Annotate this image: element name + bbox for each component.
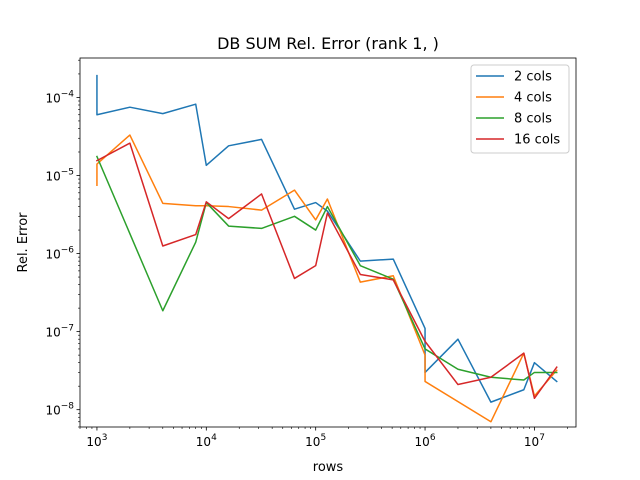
x-axis-label: rows: [313, 460, 344, 475]
series-line-0: [96, 74, 558, 403]
y-tick-label: 10−8: [45, 402, 74, 418]
x-tick-label: 106: [415, 433, 436, 449]
y-tick-label: 10−5: [45, 167, 74, 183]
y-axis-ticks: 10−8 10−7 10−6 10−5 10−4: [45, 59, 80, 428]
series-line-2: [95, 155, 558, 381]
y-axis-label: Rel. Error: [16, 212, 31, 273]
y-tick-label: 10−4: [45, 89, 74, 105]
plot-frame: [79, 57, 577, 428]
chart-title: DB SUM Rel. Error (rank 1, ): [217, 34, 439, 53]
series-line-1: [96, 134, 558, 423]
y-tick-label: 10−7: [45, 324, 74, 340]
series-line-3: [95, 142, 558, 400]
x-tick-label: 107: [524, 433, 545, 449]
legend-label-1: 4 cols: [514, 91, 552, 106]
x-tick-label: 104: [196, 433, 217, 449]
x-tick-label: 103: [86, 433, 107, 449]
legend-label-0: 2 cols: [514, 70, 552, 85]
x-axis-ticks: 103 104 105 106 107: [79, 427, 568, 449]
legend: 2 cols 4 cols 8 cols 16 cols: [470, 64, 570, 154]
legend-label-2: 8 cols: [514, 112, 552, 127]
x-tick-label: 105: [305, 433, 326, 449]
legend-label-3: 16 cols: [514, 133, 560, 148]
y-tick-label: 10−6: [45, 246, 74, 262]
series-layer: [95, 74, 558, 423]
legend-box: [470, 64, 570, 154]
